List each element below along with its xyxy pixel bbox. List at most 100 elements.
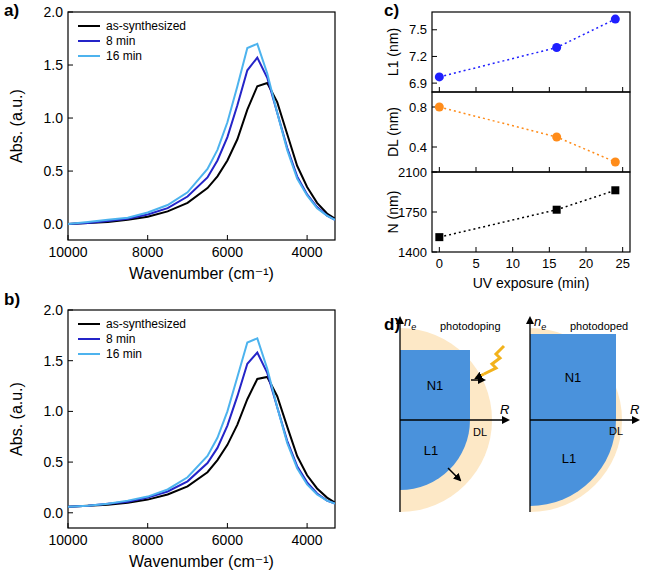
y-axis-title: Abs. (a.u.) <box>8 382 25 456</box>
series-line <box>68 58 335 224</box>
legend-swatch <box>78 353 100 355</box>
y-tick-label: 6.9 <box>409 76 427 91</box>
shell-upper <box>530 328 622 420</box>
data-layer <box>435 103 620 167</box>
x-tick-label: 5 <box>472 256 479 271</box>
marker <box>435 233 443 241</box>
series-line <box>68 44 335 224</box>
series-line <box>439 107 615 162</box>
marker <box>435 72 444 81</box>
panel-letter: d) <box>384 315 400 334</box>
y-tick <box>68 171 73 172</box>
y-tick-label: 1.5 <box>44 353 64 369</box>
x-tick <box>227 523 228 528</box>
y-tick-label: 0.0 <box>44 505 64 521</box>
legend-label: 16 min <box>106 49 142 63</box>
core-step <box>530 334 616 420</box>
y-tick <box>68 411 73 412</box>
y-tick-label: 1400 <box>398 245 427 260</box>
growth-arrow <box>448 468 460 480</box>
y-tick <box>68 512 73 513</box>
panel-letter: b) <box>4 290 20 309</box>
series-line <box>68 338 335 506</box>
y-tick <box>68 12 73 13</box>
plot-frame <box>432 12 630 92</box>
chart-panel: 0510152025140017502100UV exposure (min)N… <box>385 165 630 291</box>
x-tick-label: 4000 <box>292 244 323 260</box>
y-tick-label: 1.0 <box>44 110 64 126</box>
legend-label: 16 min <box>106 347 142 361</box>
diagram-panel: neRphotodopingN1L1DL <box>400 314 509 512</box>
x-tick-label: 8000 <box>132 244 163 260</box>
y-tick-label: 0.5 <box>44 163 64 179</box>
axis-label-sub: e <box>541 322 546 332</box>
y-tick-label: 7.2 <box>409 49 427 64</box>
y-tick-label: 0.5 <box>44 454 64 470</box>
plot-frame <box>432 92 630 172</box>
x-tick <box>512 247 513 252</box>
y-tick-label: 0.0 <box>44 216 64 232</box>
y-tick <box>68 360 73 361</box>
x-tick-label: 6000 <box>212 532 243 548</box>
axis-r <box>530 419 638 420</box>
legend-swatch <box>78 338 100 340</box>
y-tick-label: 1.5 <box>44 57 64 73</box>
x-tick <box>476 87 477 92</box>
y-tick-label: 0.4 <box>409 140 427 155</box>
diagram: d)neRphotodopingN1L1DLneRphotodopedN1L1D… <box>384 314 639 512</box>
data-layer <box>435 186 619 241</box>
chart-panel: 100008000600040000.00.51.01.52.0as-synth… <box>4 1 335 282</box>
x-tick-label: 10000 <box>49 532 88 548</box>
x-tick-label: 15 <box>542 256 556 271</box>
marker <box>552 133 561 142</box>
series-line <box>68 353 335 507</box>
plot-frame <box>68 12 335 240</box>
panel-letter: c) <box>384 1 399 20</box>
legend-swatch <box>78 40 100 42</box>
x-tick <box>622 247 623 252</box>
figure: 10000 8000 6000 4000 0.0 0.5 1.0 1.5 2.0 as-synth… <box>0 0 651 586</box>
x-tick <box>227 235 228 240</box>
x-tick <box>549 87 550 92</box>
x-tick <box>476 167 477 172</box>
axis-r <box>400 419 508 420</box>
x-tick <box>68 235 69 240</box>
marker <box>553 206 561 214</box>
y-tick <box>68 310 73 311</box>
y-tick-label: 2.0 <box>44 4 64 20</box>
x-tick-label: 6000 <box>212 244 243 260</box>
x-tick <box>549 167 550 172</box>
legend-label: 8 min <box>106 34 135 48</box>
x-tick <box>439 167 440 172</box>
series-line <box>68 377 335 507</box>
diagram-panel: neRphotodopedN1L1DL <box>530 314 639 512</box>
x-tick-label: 8000 <box>132 532 163 548</box>
y-axis-title: L1 (nm) <box>385 28 401 76</box>
x-tick <box>586 167 587 172</box>
axis-ne <box>529 318 530 512</box>
shell-label: DL <box>473 426 487 438</box>
axis-label-r: R <box>500 402 509 417</box>
y-tick <box>432 172 437 173</box>
y-tick <box>432 252 437 253</box>
legend-label: as-synthesized <box>106 317 186 331</box>
series-line <box>439 19 615 77</box>
y-tick-label: 2.0 <box>44 302 64 318</box>
x-tick <box>549 247 550 252</box>
y-tick <box>68 65 73 66</box>
marker <box>611 186 619 194</box>
y-tick <box>432 56 437 57</box>
y-axis-title: DL (nm) <box>385 107 401 157</box>
x-tick <box>147 523 148 528</box>
marker <box>611 15 620 24</box>
diagram-title: photodoped <box>570 320 628 332</box>
axis-ne <box>399 318 400 512</box>
uv-light <box>484 346 504 374</box>
legend-swatch <box>78 25 100 27</box>
data-layer <box>435 15 620 82</box>
shell-lower <box>400 420 492 512</box>
plot-frame <box>68 310 335 528</box>
y-axis-title: Abs. (a.u.) <box>8 89 25 163</box>
data-layer <box>68 338 335 506</box>
y-tick-label: 0.8 <box>409 100 427 115</box>
